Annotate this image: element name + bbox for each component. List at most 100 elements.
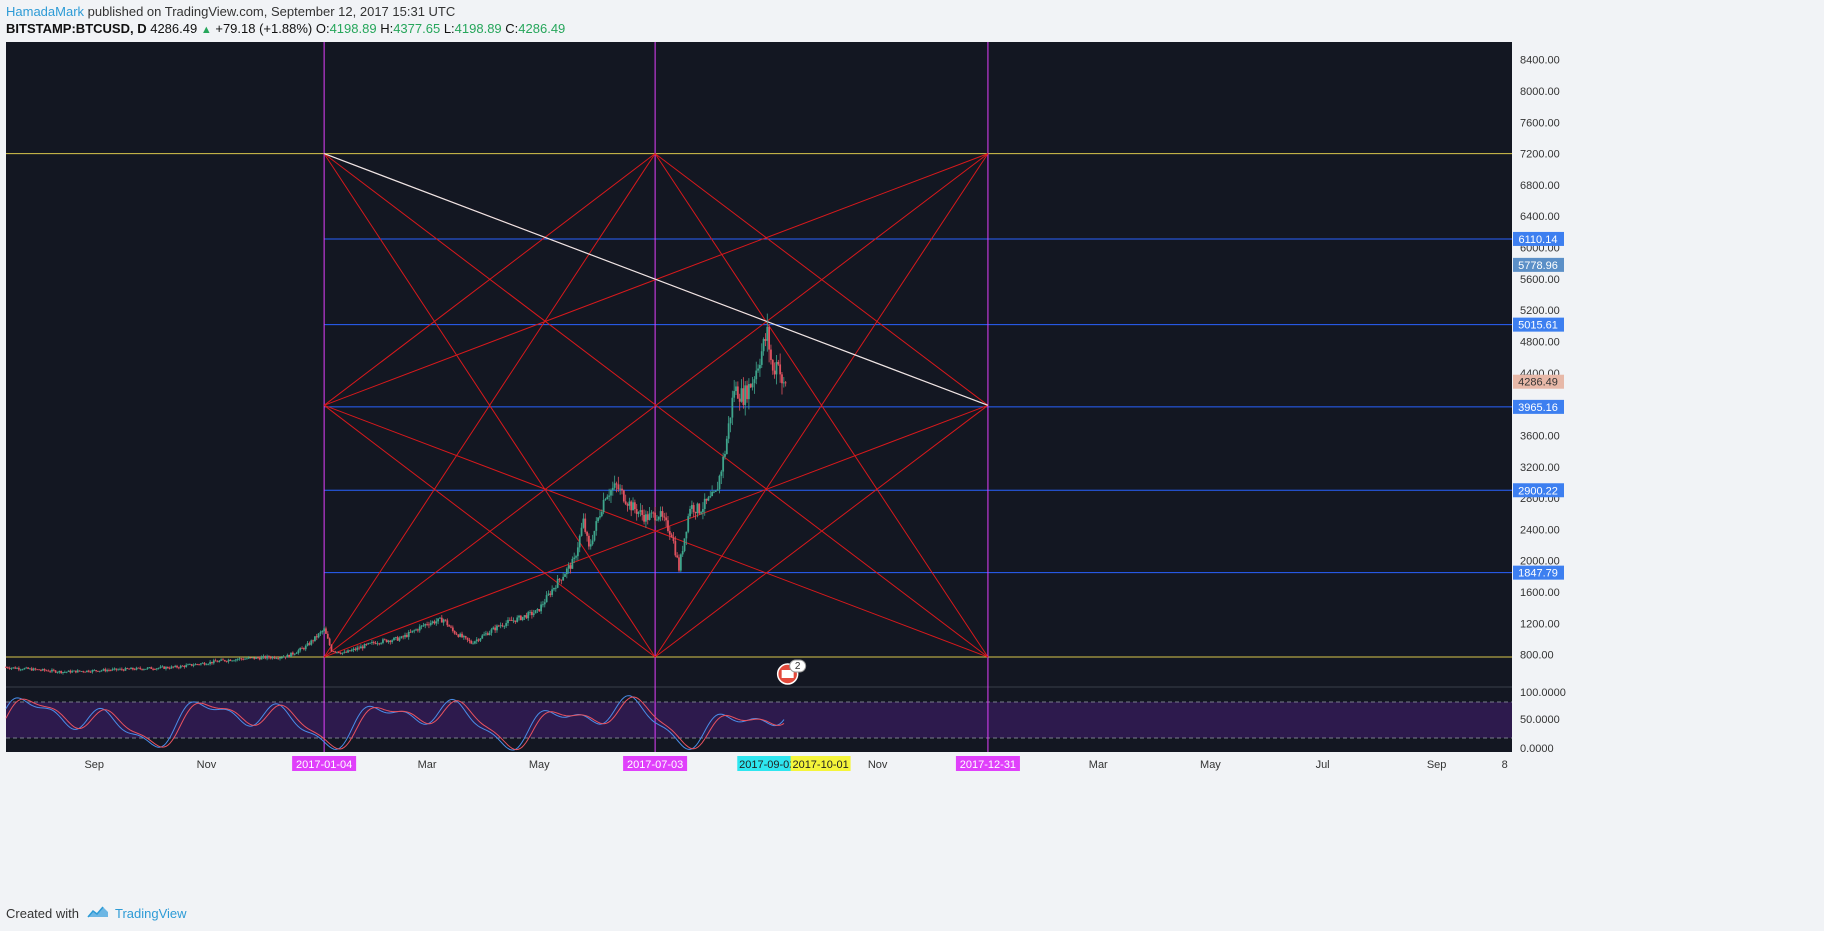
candle-192 (358, 647, 360, 649)
created-with-label: Created with (6, 906, 79, 921)
author-link[interactable]: HamadaMark (6, 4, 85, 19)
candle-380 (703, 498, 706, 509)
candle-272 (505, 623, 508, 627)
candle-146 (273, 656, 276, 659)
candle-108 (203, 662, 206, 665)
candle-335 (621, 488, 623, 491)
candle-140 (262, 656, 265, 658)
price-badge-0 (1513, 257, 1564, 272)
candle-95 (179, 665, 182, 668)
candle-55 (106, 670, 109, 672)
candle-139 (260, 657, 263, 660)
candle-305 (565, 568, 568, 575)
candle-110 (207, 663, 210, 665)
candle-416 (770, 349, 772, 360)
candle-407 (753, 379, 756, 384)
candle-159 (297, 650, 300, 654)
candle-254 (472, 643, 474, 645)
candle-193 (359, 646, 362, 649)
candle-201 (374, 642, 377, 644)
plot-area[interactable] (6, 42, 1512, 752)
candle-225 (418, 626, 421, 631)
candle-241 (448, 625, 451, 627)
level-badge-5 (1513, 483, 1564, 498)
candle-317 (588, 535, 590, 547)
candle-261 (485, 633, 487, 635)
candle-253 (470, 641, 473, 644)
publish-line: HamadaMark published on TradingView.com,… (6, 4, 455, 19)
candle-185 (345, 651, 348, 653)
candle-173 (323, 628, 326, 632)
candle-306 (567, 565, 570, 569)
candle-203 (378, 643, 381, 645)
candle-343 (635, 509, 638, 514)
candle-342 (633, 502, 636, 510)
candle-297 (551, 589, 554, 595)
candle-333 (617, 484, 620, 490)
candle-319 (591, 540, 594, 545)
candle-309 (573, 557, 576, 559)
candle-97 (183, 665, 186, 667)
candle-375 (694, 512, 697, 514)
candle-212 (394, 637, 397, 638)
candle-58 (111, 669, 114, 671)
candle-324 (600, 512, 603, 517)
candle-199 (371, 642, 373, 643)
candle-329 (610, 490, 612, 496)
candle-15 (32, 668, 35, 671)
candle-302 (560, 579, 563, 581)
candle-16 (34, 668, 37, 670)
candle-240 (446, 620, 449, 626)
red-trendline-3 (323, 153, 989, 658)
candle-89 (168, 668, 171, 669)
candle-226 (420, 625, 423, 627)
candle-299 (554, 587, 557, 589)
candle-301 (558, 578, 561, 580)
candle-336 (622, 490, 625, 502)
candle-43 (84, 671, 86, 673)
candle-75 (143, 669, 145, 671)
candle-186 (347, 650, 349, 653)
candle-144 (269, 657, 272, 659)
candle-382 (707, 497, 710, 501)
y-tick-label-4: 6800.00 (1520, 180, 1560, 192)
candle-420 (777, 361, 780, 365)
candle-38 (74, 670, 77, 673)
candle-131 (245, 658, 248, 660)
candle-24 (49, 671, 52, 673)
level-badge-6 (1513, 565, 1564, 580)
candle-411 (760, 351, 763, 365)
candle-314 (582, 518, 585, 528)
candle-98 (185, 664, 188, 667)
candle-142 (266, 656, 269, 659)
candle-164 (306, 643, 309, 646)
candle-303 (562, 576, 565, 581)
candle-166 (310, 640, 313, 645)
candle-124 (233, 660, 235, 662)
candle-8 (19, 669, 22, 671)
candle-279 (518, 615, 520, 618)
candle-398 (736, 386, 739, 399)
candle-243 (451, 627, 454, 631)
candle-53 (102, 669, 105, 671)
candle-414 (766, 326, 769, 341)
candle-32 (63, 671, 66, 673)
candle-118 (222, 659, 224, 661)
last-price: 4286.49 (150, 21, 198, 36)
price-chart[interactable]: 8400.00 8000.00 7600.00 7200.00 6800.00 6400.… (0, 42, 1824, 894)
candle-417 (771, 359, 774, 371)
candle-7 (17, 667, 20, 670)
candle-292 (542, 604, 544, 606)
candle-78 (148, 667, 151, 669)
candle-2 (8, 668, 11, 669)
candle-30 (60, 670, 63, 674)
candle-376 (696, 503, 699, 514)
date-marker-badge-0 (292, 756, 357, 771)
candle-262 (486, 633, 489, 636)
candle-56 (108, 670, 110, 671)
candle-105 (198, 664, 200, 666)
candle-256 (475, 639, 478, 642)
candle-149 (279, 657, 281, 659)
candle-239 (444, 619, 447, 621)
tradingview-link[interactable]: TradingView (114, 906, 187, 921)
